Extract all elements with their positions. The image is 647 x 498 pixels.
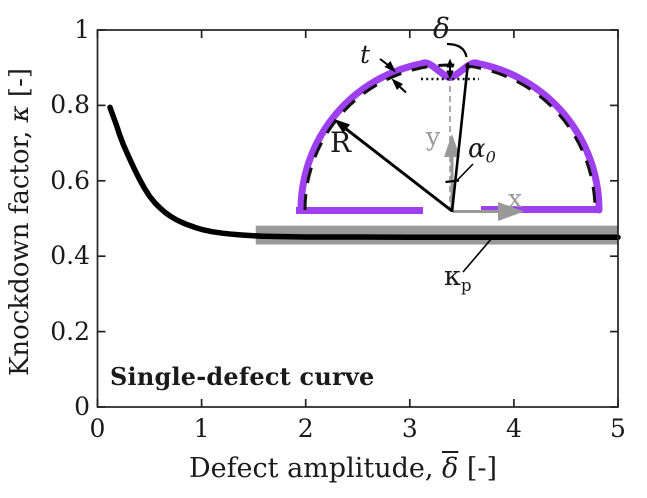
thickness-arrow-inner-icon	[391, 78, 403, 90]
y-tick-label: 0.4	[50, 241, 90, 271]
axis-box	[96, 29, 619, 408]
knockdown-curve	[107, 104, 621, 241]
inset-y-arrowhead-icon	[444, 134, 460, 157]
inset-shell-diagram	[296, 42, 603, 221]
inset-label-x-axis: x	[508, 184, 523, 213]
thickness-arrow-inner-tail	[399, 86, 407, 94]
alpha-leader	[455, 163, 474, 182]
inset-label-thickness: t	[360, 40, 371, 69]
radius-arrowhead-icon	[334, 119, 350, 134]
x-tick-label: 0	[89, 414, 106, 443]
y-tick-label: 1	[74, 15, 90, 44]
x-tick-label: 3	[401, 414, 418, 443]
x-tick-label: 5	[610, 414, 626, 443]
thickness-arrow-outer-icon	[384, 61, 396, 73]
y-tick-label: 0.2	[50, 316, 90, 346]
x-axis-label-text: Defect amplitude,	[188, 453, 443, 484]
alpha-line	[450, 62, 470, 213]
inset-label-delta: δ	[433, 12, 450, 45]
kappa-p-leader	[462, 237, 493, 273]
x-axis-label: Defect amplitude, δ [-]	[143, 453, 543, 484]
radius-line	[340, 123, 453, 213]
y-tick-label: 0	[74, 392, 90, 421]
kappa-p-symbol: κ	[444, 261, 461, 292]
inset-label-radius: R	[330, 126, 352, 159]
kappa-symbol: κ	[5, 105, 35, 123]
y-tick-label: 0.6	[50, 165, 90, 195]
x-tick-label: 4	[505, 414, 522, 443]
delta-arrowhead-down-icon	[446, 70, 454, 80]
inset-x-arrowhead-icon	[498, 202, 524, 221]
kappa-p-subscript: p	[460, 274, 472, 295]
x-axis-label-units: [-]	[458, 453, 498, 484]
y-axis-label: Knockdown factor, κ [-]	[5, 32, 39, 412]
y-axis-label-text: Knockdown factor,	[5, 122, 35, 376]
x-tick-label: 1	[193, 414, 210, 443]
plot-border	[96, 29, 619, 408]
y-tick-label: 0.8	[50, 90, 90, 120]
inset-label-y-axis: y	[426, 122, 441, 151]
thickness-arrow-outer-tail	[379, 58, 389, 66]
y-axis-label-units: [-]	[5, 68, 35, 106]
label-kappa-p: κp	[444, 261, 472, 295]
annotation-single-defect-curve: Single-defect curve	[110, 362, 375, 391]
delta-leader	[446, 42, 468, 58]
delta-bar-symbol: δ	[442, 453, 459, 484]
x-tick-label: 2	[297, 414, 314, 443]
alpha-symbol: α	[468, 134, 486, 164]
delta-arrowhead-up-icon	[446, 58, 454, 68]
alpha-subscript: 0	[485, 147, 496, 167]
inset-label-alpha0: α0	[468, 134, 496, 167]
